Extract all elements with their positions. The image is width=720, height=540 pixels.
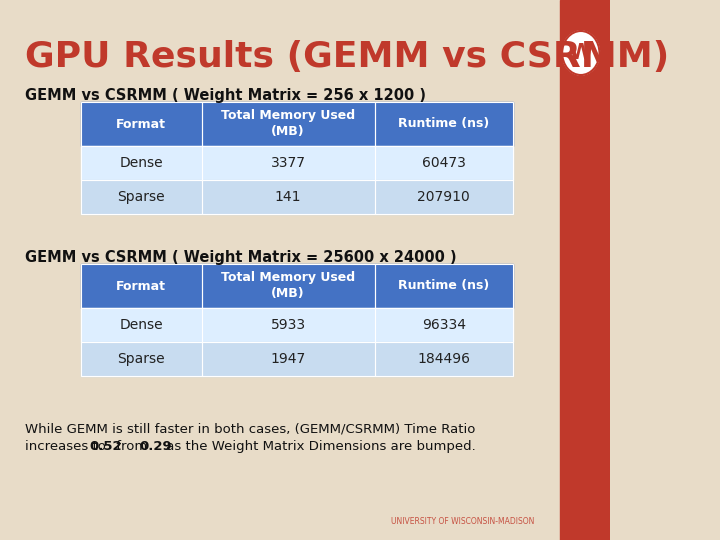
Text: 5933: 5933 — [271, 318, 306, 332]
Text: GPU Results (GEMM vs CSRMM): GPU Results (GEMM vs CSRMM) — [25, 40, 670, 74]
Bar — [202, 146, 374, 180]
Bar — [559, 0, 611, 540]
Bar — [202, 146, 374, 180]
Text: 60473: 60473 — [422, 156, 466, 170]
Bar — [374, 180, 513, 214]
Bar — [81, 180, 202, 214]
Text: 96334: 96334 — [422, 318, 466, 332]
Bar — [81, 146, 202, 180]
Text: 207910: 207910 — [418, 190, 470, 204]
Text: While GEMM is still faster in both cases, (GEMM/CSRMM) Time Ratio: While GEMM is still faster in both cases… — [25, 422, 476, 435]
Bar — [202, 102, 374, 146]
Bar — [81, 180, 202, 214]
Bar — [202, 180, 374, 214]
Bar — [374, 102, 513, 146]
Bar — [374, 342, 513, 376]
Bar — [202, 342, 374, 376]
Text: Runtime (ns): Runtime (ns) — [398, 118, 490, 131]
Text: Format: Format — [116, 280, 166, 293]
Bar — [81, 342, 202, 376]
Text: Sparse: Sparse — [117, 190, 165, 204]
Bar — [374, 264, 513, 308]
Text: GEMM vs CSRMM ( Weight Matrix = 25600 x 24000 ): GEMM vs CSRMM ( Weight Matrix = 25600 x … — [25, 250, 457, 265]
Text: GEMM vs CSRMM ( Weight Matrix = 256 x 1200 ): GEMM vs CSRMM ( Weight Matrix = 256 x 12… — [25, 88, 426, 103]
Text: Sparse: Sparse — [117, 352, 165, 366]
Text: Total Memory Used
(MB): Total Memory Used (MB) — [221, 272, 355, 300]
Bar — [202, 342, 374, 376]
Bar — [202, 308, 374, 342]
Text: W: W — [569, 43, 593, 63]
Bar — [374, 308, 513, 342]
Bar — [81, 308, 202, 342]
Bar — [81, 102, 202, 146]
Text: Runtime (ns): Runtime (ns) — [398, 280, 490, 293]
Bar — [374, 264, 513, 308]
Text: UNIVERSITY OF WISCONSIN-MADISON: UNIVERSITY OF WISCONSIN-MADISON — [391, 517, 534, 526]
Bar — [374, 180, 513, 214]
Text: increases to: increases to — [25, 440, 111, 453]
Bar — [202, 264, 374, 308]
Text: 3377: 3377 — [271, 156, 305, 170]
Text: 141: 141 — [275, 190, 302, 204]
Text: Format: Format — [116, 118, 166, 131]
Bar — [81, 264, 202, 308]
Bar — [374, 102, 513, 146]
Bar — [374, 146, 513, 180]
Bar — [81, 308, 202, 342]
Bar — [81, 102, 202, 146]
Text: 0.52: 0.52 — [89, 440, 122, 453]
Text: 1947: 1947 — [271, 352, 306, 366]
Bar — [202, 180, 374, 214]
Text: 184496: 184496 — [418, 352, 470, 366]
Text: 0.29: 0.29 — [139, 440, 171, 453]
Text: Dense: Dense — [120, 156, 163, 170]
Bar — [81, 342, 202, 376]
Bar — [202, 264, 374, 308]
Text: Total Memory Used
(MB): Total Memory Used (MB) — [221, 110, 355, 138]
Bar — [202, 102, 374, 146]
Bar — [202, 308, 374, 342]
Circle shape — [562, 31, 600, 75]
Text: Dense: Dense — [120, 318, 163, 332]
Bar — [81, 146, 202, 180]
Bar — [374, 342, 513, 376]
Text: as the Weight Matrix Dimensions are bumped.: as the Weight Matrix Dimensions are bump… — [162, 440, 476, 453]
Bar — [374, 146, 513, 180]
Bar — [374, 308, 513, 342]
Text: from: from — [112, 440, 151, 453]
Bar — [81, 264, 202, 308]
